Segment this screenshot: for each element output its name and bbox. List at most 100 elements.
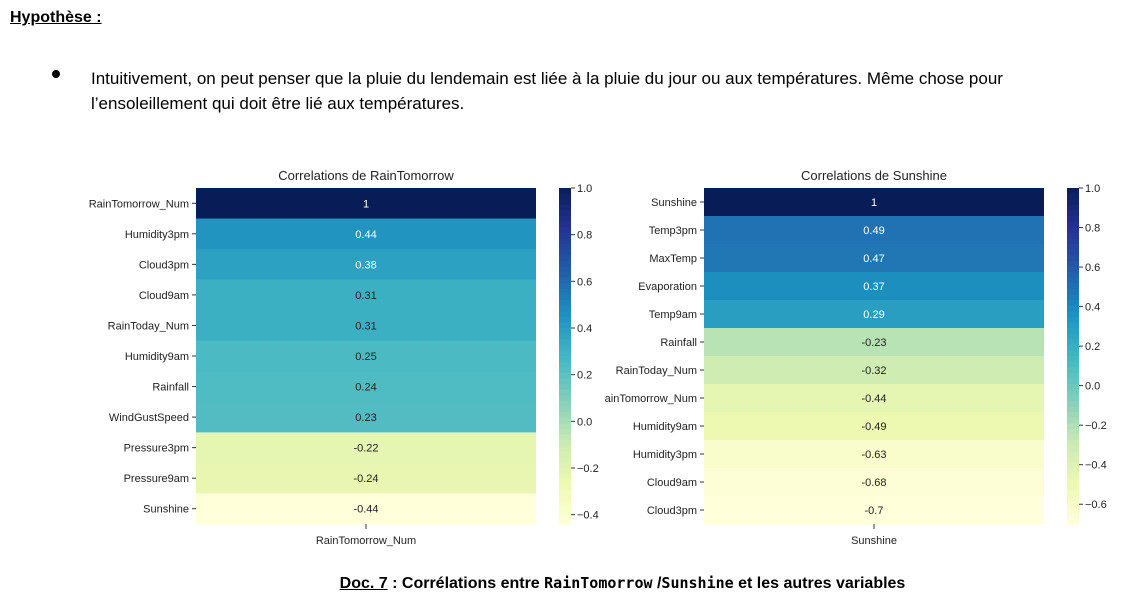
- colorbar-segment: [559, 227, 571, 234]
- colorbar-tick-label: −0.2: [1085, 420, 1107, 432]
- colorbar-segment: [1067, 451, 1079, 458]
- colorbar-segment: [559, 389, 571, 396]
- colorbar-tick-label: 0.2: [1085, 341, 1100, 353]
- colorbar-segment: [559, 434, 571, 441]
- colorbar-segment: [559, 294, 571, 301]
- heatmap-cell-cloud9am: [196, 279, 536, 311]
- colorbar-segment: [559, 496, 571, 503]
- cell-label: -0.44: [353, 504, 378, 516]
- colorbar-segment: [559, 417, 571, 424]
- figure-caption: Doc. 7 : Corrélations entre RainTomorrow…: [0, 574, 1143, 593]
- heatmap-cell-rainfall: [196, 371, 536, 403]
- cell-label: 0.23: [355, 412, 376, 424]
- colorbar-tick-label: 0.8: [577, 230, 592, 242]
- colorbar-segment: [559, 193, 571, 200]
- colorbar-segment: [559, 484, 571, 491]
- colorbar-segment: [1067, 361, 1079, 368]
- x-axis-label: Sunshine: [851, 535, 897, 547]
- cell-label: 0.31: [355, 290, 376, 302]
- row-label-raintomorrow-num: RainTomorrow_Num: [605, 393, 697, 405]
- colorbar-segment: [1067, 249, 1079, 256]
- heatmap-cell-rainfall: [704, 328, 1044, 357]
- caption-slash: /: [652, 575, 662, 592]
- row-label-cloud3pm: Cloud3pm: [647, 505, 697, 517]
- cell-label: 0.24: [355, 382, 376, 394]
- colorbar-segment: [559, 305, 571, 312]
- colorbar-segment: [1067, 440, 1079, 447]
- colorbar-tick-label: −0.2: [577, 463, 599, 475]
- colorbar-segment: [1067, 384, 1079, 391]
- colorbar-segment: [1067, 227, 1079, 234]
- colorbar-segment: [1067, 518, 1079, 525]
- heatmap-cell-sunshine: [196, 493, 536, 525]
- colorbar-segment: [559, 456, 571, 463]
- colorbar-segment: [559, 395, 571, 402]
- row-label-temp9am: Temp9am: [649, 309, 697, 321]
- colorbar-segment: [559, 311, 571, 318]
- row-label-humidity3pm: Humidity3pm: [125, 229, 189, 241]
- colorbar-segment: [1067, 344, 1079, 351]
- heatmap-cell-pressure3pm: [196, 432, 536, 464]
- colorbar-segment: [1067, 350, 1079, 357]
- colorbar-segment: [1067, 339, 1079, 346]
- colorbar-segment: [559, 272, 571, 279]
- colorbar-segment: [559, 266, 571, 273]
- colorbar-segment: [559, 333, 571, 340]
- heatmap-cell-humidity3pm: [196, 218, 536, 250]
- colorbar-segment: [1067, 423, 1079, 430]
- colorbar-segment: [559, 260, 571, 267]
- colorbar-tick-label: −0.4: [1085, 460, 1107, 472]
- colorbar-segment: [1067, 395, 1079, 402]
- row-label-rainfall: Rainfall: [152, 382, 189, 394]
- heatmap-cell-maxtemp: [704, 244, 1044, 273]
- colorbar-segment: [1067, 232, 1079, 239]
- colorbar-segment: [559, 445, 571, 452]
- cell-label: 0.44: [355, 229, 376, 241]
- colorbar-segment: [1067, 428, 1079, 435]
- cell-label: 0.25: [355, 351, 376, 363]
- colorbar-segment: [1067, 322, 1079, 329]
- cell-label: 1: [871, 197, 877, 209]
- colorbar-segment: [559, 344, 571, 351]
- row-label-humidity9am: Humidity9am: [633, 421, 697, 433]
- colorbar-segment: [559, 507, 571, 514]
- colorbar-segment: [1067, 260, 1079, 267]
- bullet-dot-icon: [52, 70, 60, 78]
- row-label-sunshine: Sunshine: [143, 504, 189, 516]
- colorbar-segment: [559, 199, 571, 206]
- colorbar-segment: [1067, 473, 1079, 480]
- colorbar-segment: [1067, 512, 1079, 519]
- colorbar-tick-label: 0.8: [1085, 223, 1100, 235]
- cell-label: 0.31: [355, 320, 376, 332]
- colorbar-segment: [1067, 288, 1079, 295]
- colorbar-segment: [1067, 210, 1079, 217]
- colorbar-tick-label: −0.4: [577, 510, 599, 522]
- cell-label: 0.49: [863, 225, 884, 237]
- colorbar-segment: [559, 462, 571, 469]
- colorbar-segment: [1067, 356, 1079, 363]
- chart-title: Correlations de Sunshine: [801, 168, 947, 183]
- colorbar-segment: [559, 238, 571, 245]
- heatmap-cell-raintoday-num: [704, 356, 1044, 385]
- heatmap-cell-pressure9am: [196, 462, 536, 494]
- colorbar-segment: [1067, 479, 1079, 486]
- heatmap-cell-humidity9am: [196, 340, 536, 372]
- colorbar-segment: [1067, 199, 1079, 206]
- hypothesis-heading: Hypothèse :: [10, 9, 102, 26]
- colorbar-tick-label: 0.4: [577, 323, 592, 335]
- heatmap-cell-raintoday-num: [196, 310, 536, 342]
- heatmap-cell-cloud3pm: [704, 496, 1044, 525]
- heatmap-cell-raintomorrow-num: [196, 188, 536, 220]
- x-axis-label: RainTomorrow_Num: [316, 535, 416, 547]
- cell-label: -0.24: [353, 473, 378, 485]
- colorbar-segment: [559, 384, 571, 391]
- colorbar-segment: [559, 428, 571, 435]
- colorbar-segment: [1067, 434, 1079, 441]
- cell-label: -0.49: [861, 421, 886, 433]
- cell-label: 0.38: [355, 259, 376, 271]
- row-label-rainfall: Rainfall: [660, 337, 697, 349]
- colorbar-segment: [1067, 300, 1079, 307]
- colorbar-segment: [559, 451, 571, 458]
- colorbar-segment: [559, 350, 571, 357]
- heatmap-cell-evaporation: [704, 272, 1044, 301]
